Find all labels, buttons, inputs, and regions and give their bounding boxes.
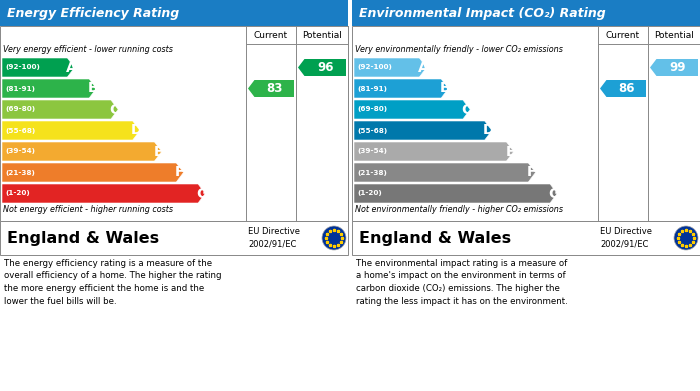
- Text: England & Wales: England & Wales: [7, 231, 159, 246]
- Text: Not environmentally friendly - higher CO₂ emissions: Not environmentally friendly - higher CO…: [355, 205, 563, 214]
- Text: F: F: [527, 165, 537, 179]
- Text: E: E: [505, 145, 515, 158]
- Text: (55-68): (55-68): [357, 127, 387, 133]
- Polygon shape: [354, 142, 514, 161]
- Polygon shape: [2, 58, 75, 77]
- Bar: [352, 0, 700, 26]
- Text: Very environmentally friendly - lower CO₂ emissions: Very environmentally friendly - lower CO…: [355, 45, 563, 54]
- Text: The energy efficiency rating is a measure of the
overall efficiency of a home. T: The energy efficiency rating is a measur…: [4, 259, 221, 305]
- Text: Not energy efficient - higher running costs: Not energy efficient - higher running co…: [3, 205, 173, 214]
- Polygon shape: [650, 59, 698, 76]
- Text: Current: Current: [254, 30, 288, 39]
- Text: The environmental impact rating is a measure of
a home's impact on the environme: The environmental impact rating is a mea…: [356, 259, 568, 305]
- Text: D: D: [482, 124, 494, 138]
- Text: F: F: [175, 165, 185, 179]
- Polygon shape: [354, 79, 449, 98]
- Text: EU Directive
2002/91/EC: EU Directive 2002/91/EC: [600, 227, 652, 249]
- Text: 83: 83: [266, 82, 282, 95]
- Text: D: D: [131, 124, 142, 138]
- Text: Very energy efficient - lower running costs: Very energy efficient - lower running co…: [3, 45, 173, 54]
- Circle shape: [322, 226, 346, 250]
- Bar: [0, 221, 348, 255]
- Text: 99: 99: [669, 61, 685, 74]
- Text: E: E: [153, 145, 163, 158]
- Text: (92-100): (92-100): [5, 65, 40, 70]
- Polygon shape: [2, 121, 140, 140]
- Bar: [0, 26, 348, 221]
- Polygon shape: [2, 184, 205, 203]
- Bar: [352, 26, 700, 221]
- Polygon shape: [2, 163, 183, 182]
- Text: (1-20): (1-20): [357, 190, 382, 197]
- Text: C: C: [461, 102, 472, 117]
- Text: (81-91): (81-91): [5, 86, 35, 91]
- Text: (1-20): (1-20): [5, 190, 29, 197]
- Text: (39-54): (39-54): [5, 149, 35, 154]
- Text: England & Wales: England & Wales: [359, 231, 511, 246]
- Bar: [0, 0, 348, 26]
- Text: (21-38): (21-38): [5, 170, 35, 176]
- Text: 96: 96: [317, 61, 333, 74]
- Text: A: A: [418, 61, 428, 75]
- Text: G: G: [548, 187, 559, 201]
- Text: (39-54): (39-54): [357, 149, 387, 154]
- Polygon shape: [354, 163, 536, 182]
- Text: Current: Current: [606, 30, 640, 39]
- Text: B: B: [88, 81, 98, 95]
- Text: (69-80): (69-80): [5, 106, 35, 113]
- Text: Potential: Potential: [654, 30, 694, 39]
- Text: 86: 86: [618, 82, 634, 95]
- Circle shape: [674, 226, 698, 250]
- Text: (92-100): (92-100): [357, 65, 392, 70]
- Text: G: G: [196, 187, 207, 201]
- Text: C: C: [109, 102, 120, 117]
- Text: Energy Efficiency Rating: Energy Efficiency Rating: [7, 7, 179, 20]
- Text: Environmental Impact (CO₂) Rating: Environmental Impact (CO₂) Rating: [359, 7, 606, 20]
- Text: (55-68): (55-68): [5, 127, 35, 133]
- Text: A: A: [66, 61, 76, 75]
- Text: EU Directive
2002/91/EC: EU Directive 2002/91/EC: [248, 227, 300, 249]
- Text: (81-91): (81-91): [357, 86, 387, 91]
- Text: B: B: [440, 81, 450, 95]
- Polygon shape: [354, 58, 426, 77]
- Polygon shape: [354, 121, 492, 140]
- Bar: [352, 221, 700, 255]
- Text: (69-80): (69-80): [357, 106, 387, 113]
- Polygon shape: [354, 184, 557, 203]
- Polygon shape: [2, 100, 118, 119]
- Polygon shape: [298, 59, 346, 76]
- Text: (21-38): (21-38): [357, 170, 387, 176]
- Polygon shape: [2, 79, 97, 98]
- Polygon shape: [2, 142, 162, 161]
- Polygon shape: [248, 80, 294, 97]
- Text: Potential: Potential: [302, 30, 342, 39]
- Polygon shape: [600, 80, 646, 97]
- Polygon shape: [354, 100, 470, 119]
